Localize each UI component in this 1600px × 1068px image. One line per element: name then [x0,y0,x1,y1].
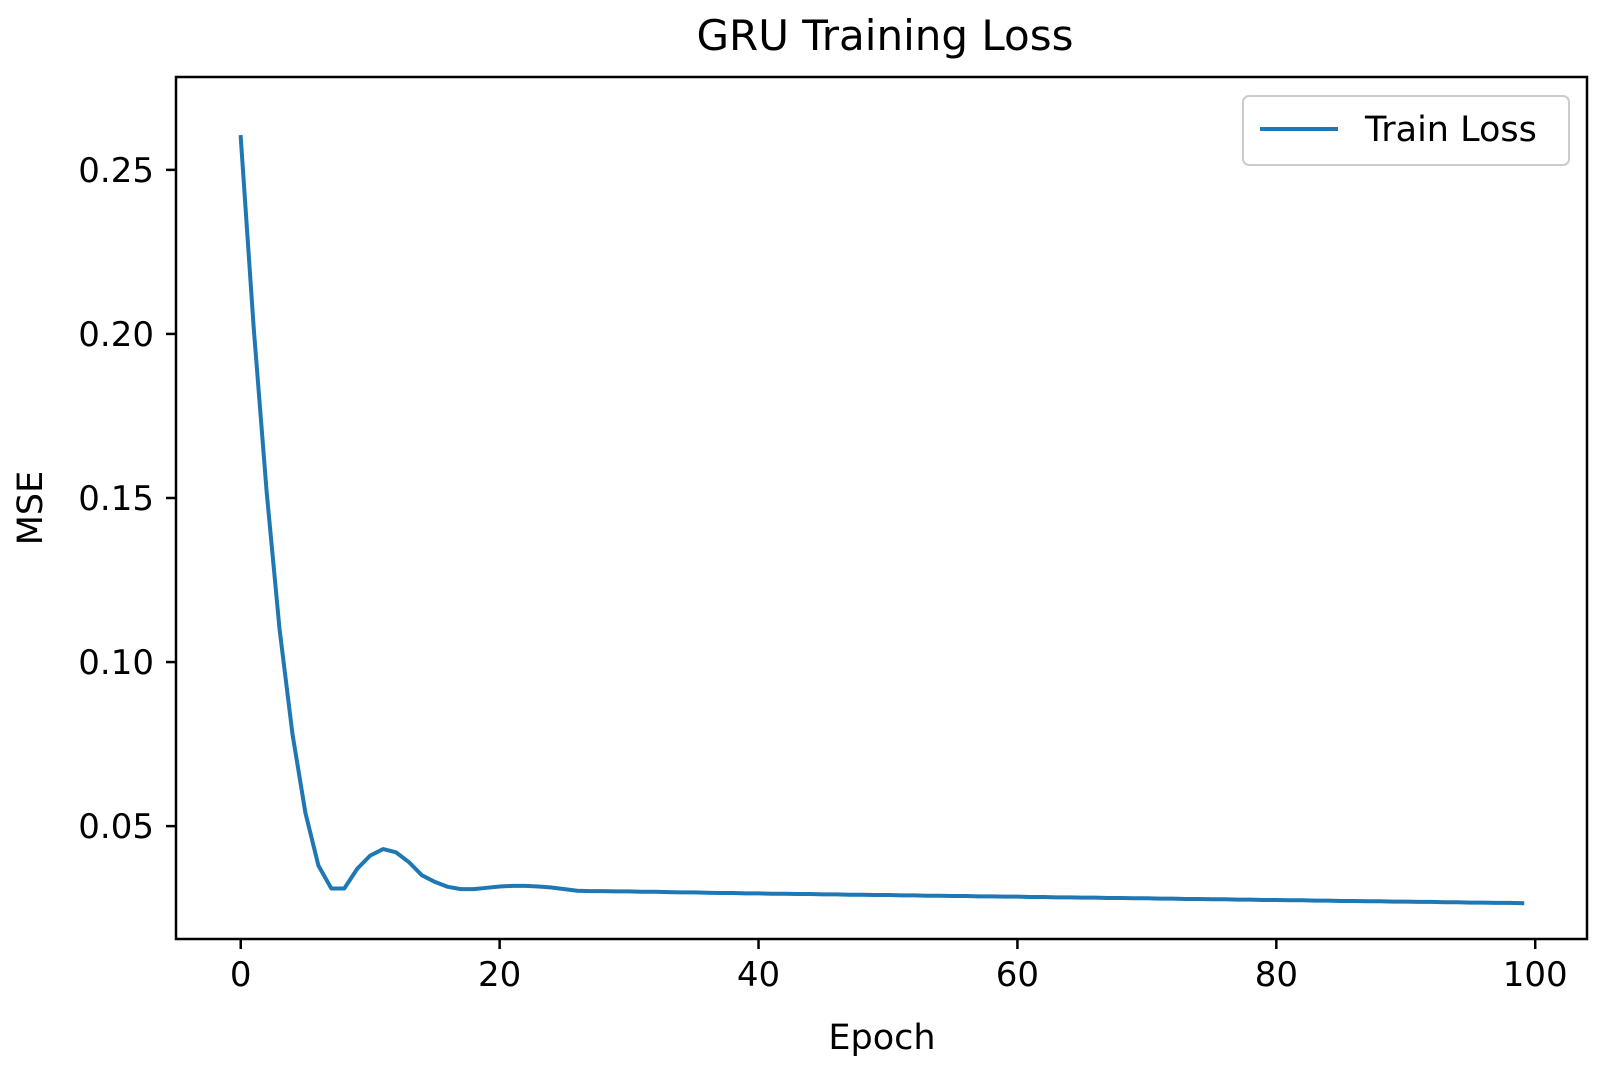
plot-area [238,134,1525,906]
x-tick-label: 100 [1503,955,1568,995]
legend-box [1242,95,1570,166]
x-tick-label: 40 [737,955,780,995]
x-tick-label: 80 [1255,955,1298,995]
y-tick-label: 0.10 [78,643,154,683]
y-tick-label: 0.05 [78,807,154,847]
legend: Train Loss [1242,95,1570,166]
y-axis: 0.05 0.10 0.15 0.20 0.25 [78,151,176,847]
legend-label: Train Loss [1364,110,1537,150]
y-tick-label: 0.25 [78,151,154,191]
y-tick-label: 0.20 [78,315,154,355]
x-axis-title: Epoch [828,1018,935,1058]
series-line-train-loss [238,134,1525,906]
x-tick-label: 0 [230,955,252,995]
chart-title: GRU Training Loss [696,11,1073,60]
plot-frame [174,75,1589,941]
y-tick-label: 0.15 [78,479,154,519]
x-tick-label: 60 [996,955,1039,995]
x-axis: 0 20 40 60 80 100 [230,939,1568,995]
x-tick-label: 20 [478,955,521,995]
y-axis-title: MSE [11,471,51,546]
